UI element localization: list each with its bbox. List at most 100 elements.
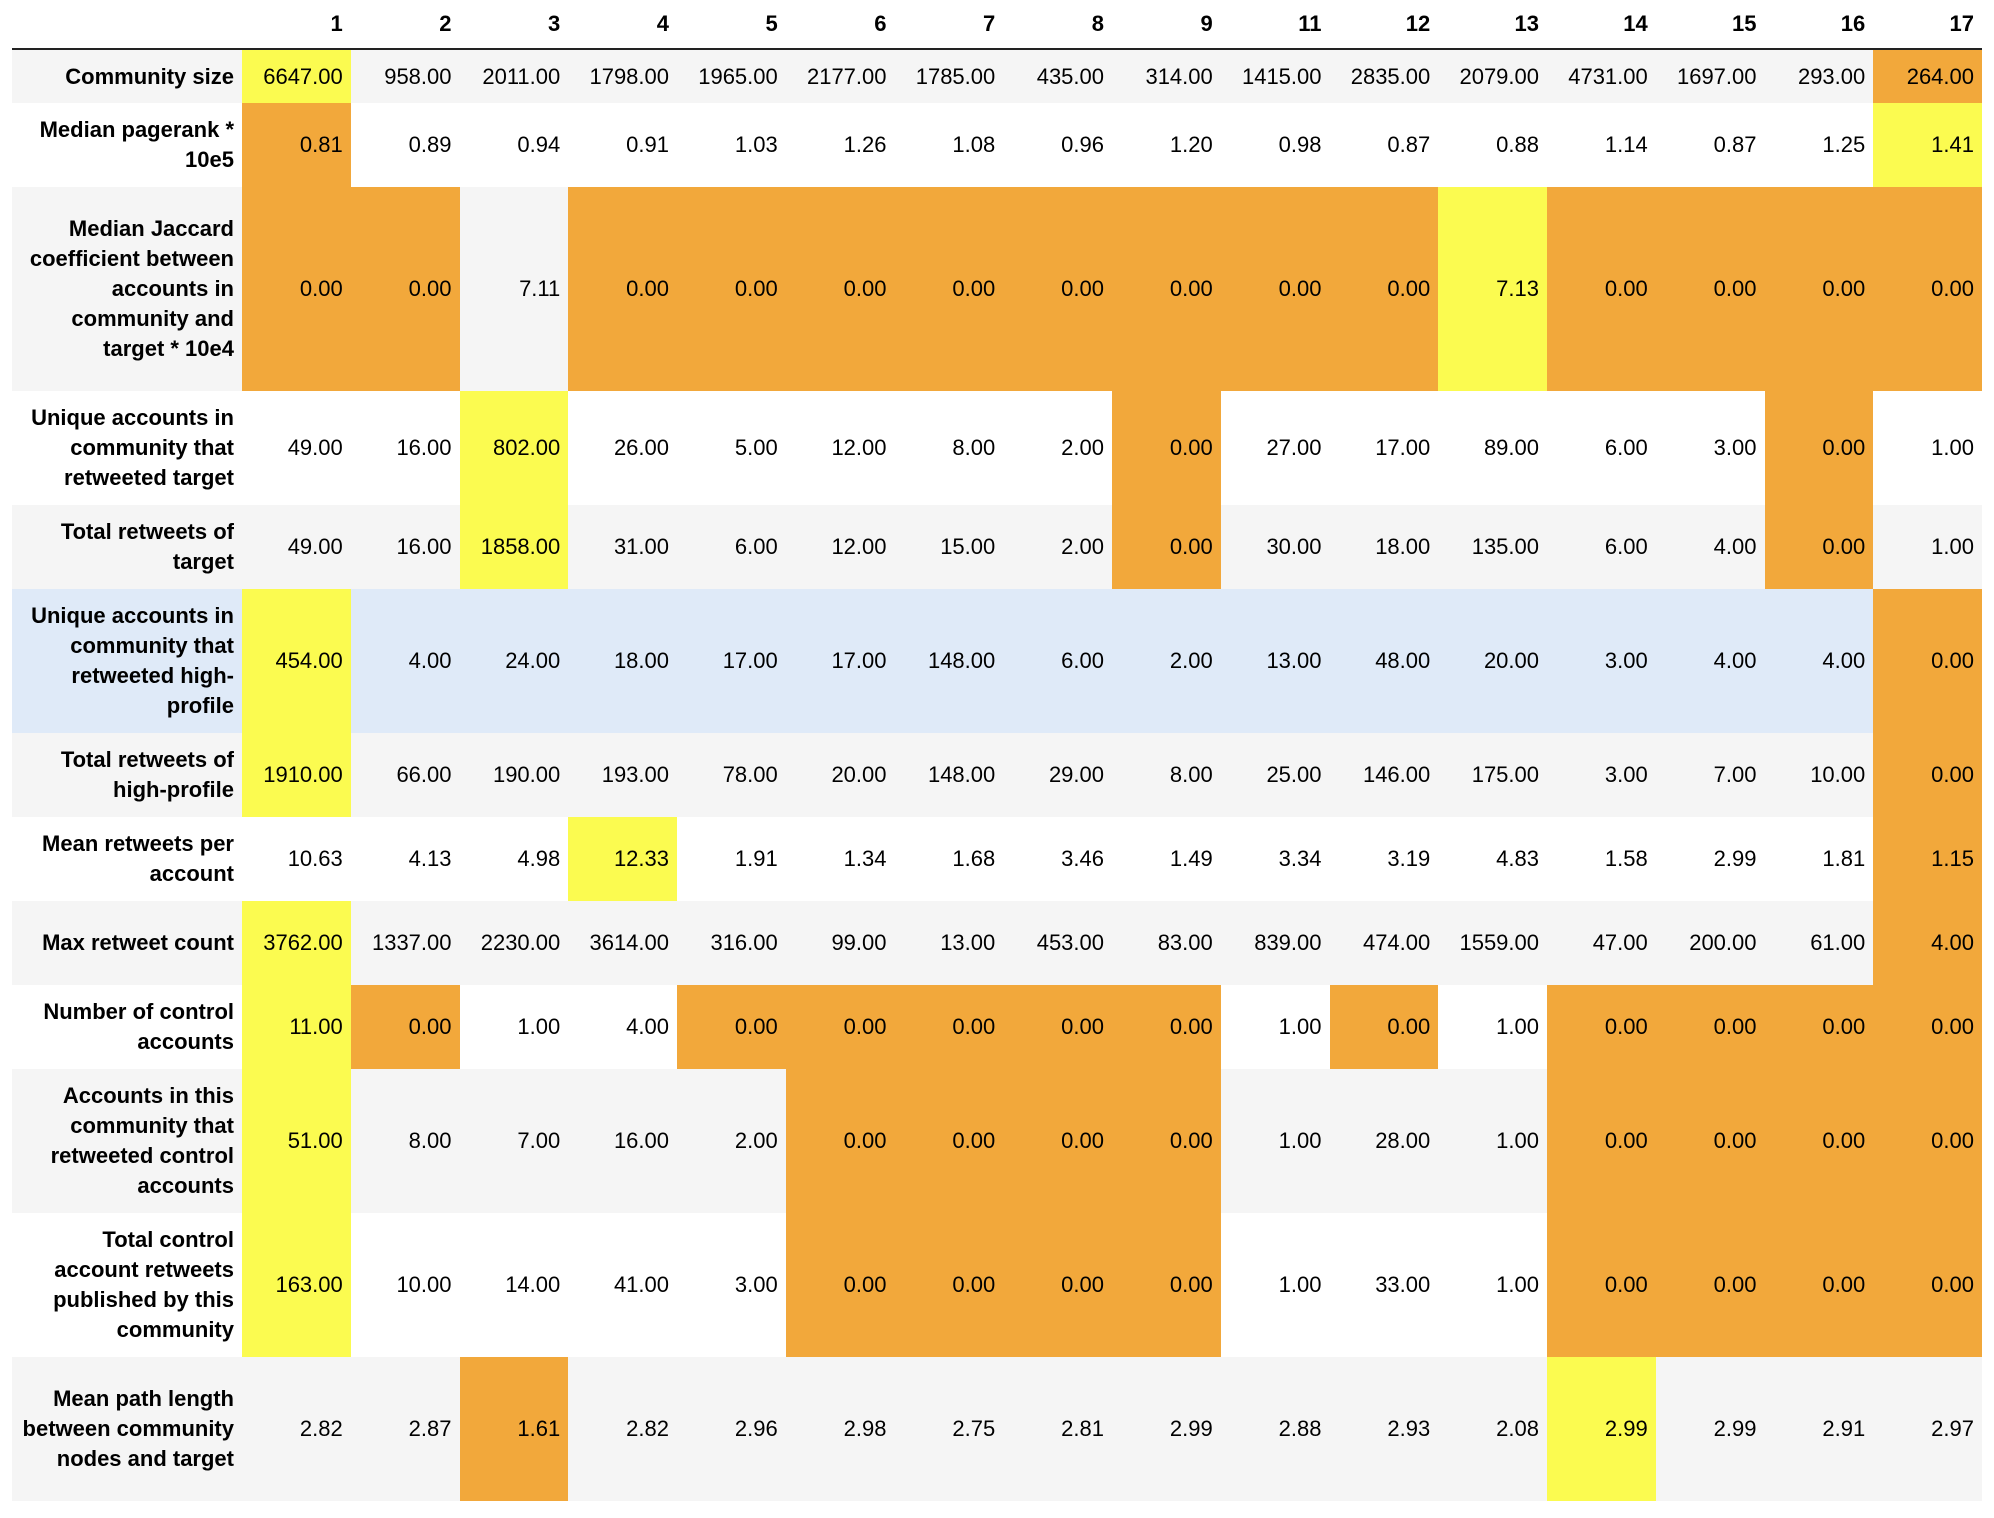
column-header: 6 [785, 0, 895, 50]
column-header: 9 [1112, 0, 1221, 50]
table-cell: 6.00 [1061, 648, 1104, 673]
table-cell: 16.00 [396, 534, 452, 559]
row-label: Unique accounts in community that retwee… [31, 405, 234, 490]
table-row: Median pagerank * 10e5 0.81 0.89 0.94 0.91 1.… [12, 103, 1982, 187]
table-cell: 51.00 [242, 1069, 351, 1213]
table-cell: 0.00 [1003, 985, 1112, 1069]
table-cell: 3.46 [1061, 846, 1104, 871]
table-cell: 474.00 [1362, 930, 1431, 955]
table-cell: 6.00 [1604, 534, 1648, 559]
table-cell: 2.00 [1061, 534, 1104, 559]
table-cell: 17.00 [831, 648, 887, 673]
row-label: Accounts in this community that retweete… [50, 1083, 234, 1198]
table-cell: 1.00 [1496, 1272, 1539, 1297]
table-cell: 20.00 [831, 762, 887, 787]
table-cell: 0.88 [1496, 132, 1539, 157]
table-cell: 0.00 [1873, 589, 1982, 733]
table-cell: 0.00 [1873, 1069, 1982, 1213]
table-cell: 1.34 [843, 846, 887, 871]
row-label: Total retweets of high-profile [60, 747, 234, 802]
table-cell: 2.00 [1169, 648, 1213, 673]
table-cell: 0.00 [1329, 985, 1439, 1069]
table-cell: 4.00 [1822, 648, 1866, 673]
table-cell: 0.00 [1547, 187, 1656, 391]
table-cell: 2.91 [1822, 1416, 1866, 1441]
table-cell: 78.00 [722, 762, 778, 787]
table-cell: 0.00 [1655, 187, 1765, 391]
table-cell: 4.00 [626, 1014, 669, 1039]
table-row: Max retweet count 3762.00 1337.00 2230.00 36… [12, 901, 1982, 985]
table-cell: 4.00 [1873, 901, 1982, 985]
table-cell: 0.00 [1112, 1213, 1221, 1357]
row-label: Mean retweets per account [42, 831, 234, 886]
table-cell: 12.00 [831, 435, 887, 460]
table-cell: 10.00 [396, 1272, 452, 1297]
table-cell: 10.63 [287, 846, 343, 871]
table-cell: 1697.00 [1676, 63, 1757, 89]
corner-cell [12, 0, 242, 50]
table-cell: 10.00 [1810, 762, 1866, 787]
table-cell: 0.96 [1061, 132, 1104, 157]
column-header: 1 [242, 0, 351, 50]
row-label: Unique accounts in community that retwee… [31, 603, 234, 718]
table-cell: 41.00 [613, 1272, 669, 1297]
table-cell: 13.00 [940, 930, 996, 955]
table-cell: 0.00 [568, 187, 677, 391]
table-cell: 3.00 [1713, 435, 1757, 460]
table-cell: 0.87 [1713, 132, 1757, 157]
table-cell: 0.00 [1764, 985, 1874, 1069]
table-cell: 3762.00 [242, 901, 351, 985]
table-cell: 3.00 [1604, 648, 1648, 673]
table-cell: 2.08 [1496, 1416, 1539, 1441]
table-cell: 0.00 [1873, 187, 1982, 391]
table-cell: 27.00 [1266, 435, 1322, 460]
table-cell: 3614.00 [589, 930, 669, 955]
table-cell: 2.93 [1387, 1416, 1431, 1441]
table-cell: 175.00 [1471, 762, 1539, 787]
table-cell: 1337.00 [371, 930, 452, 955]
table-cell: 14.00 [505, 1272, 561, 1297]
column-header: 12 [1329, 0, 1439, 50]
table-cell: 48.00 [1375, 648, 1431, 673]
column-header: 14 [1547, 0, 1656, 50]
table-cell: 2079.00 [1459, 63, 1539, 89]
table-cell: 0.00 [1764, 391, 1874, 505]
table-cell: 1.41 [1873, 103, 1982, 187]
row-label: Total control account retweets published… [53, 1227, 234, 1342]
table-cell: 0.00 [785, 1213, 895, 1357]
table-row: Community size 6647.00 958.00 2011.00 1798.0… [12, 49, 1982, 103]
table-cell: 435.00 [1036, 63, 1104, 89]
column-header: 7 [894, 0, 1004, 50]
table-cell: 1798.00 [589, 63, 669, 89]
table-cell: 89.00 [1483, 435, 1539, 460]
table-cell: 0.00 [1764, 1069, 1874, 1213]
table-cell: 0.00 [1112, 187, 1221, 391]
table-cell: 16.00 [396, 435, 452, 460]
table-cell: 1.61 [459, 1357, 569, 1501]
table-cell: 0.00 [1764, 1213, 1874, 1357]
table-cell: 26.00 [613, 435, 669, 460]
table-cell: 135.00 [1471, 534, 1539, 559]
column-header: 4 [568, 0, 677, 50]
table-cell: 25.00 [1266, 762, 1322, 787]
table-row: Total control account retweets published… [12, 1213, 1982, 1357]
table-cell: 8.00 [408, 1128, 452, 1153]
table-cell: 7.00 [517, 1128, 561, 1153]
table-cell: 2.75 [952, 1416, 996, 1441]
table-cell: 7.13 [1438, 187, 1547, 391]
table-cell: 2.00 [734, 1128, 778, 1153]
table-cell: 0.00 [1112, 505, 1221, 589]
table-cell: 0.00 [785, 985, 895, 1069]
table-cell: 12.33 [568, 817, 677, 901]
table-cell: 0.98 [1278, 132, 1322, 157]
table-cell: 0.00 [785, 1069, 895, 1213]
table-cell: 0.00 [350, 187, 460, 391]
table-cell: 0.00 [1112, 985, 1221, 1069]
table-cell: 3.00 [734, 1272, 778, 1297]
table-cell: 0.00 [1873, 733, 1982, 817]
table-cell: 17.00 [722, 648, 778, 673]
table-cell: 2.99 [1713, 1416, 1757, 1441]
table-cell: 146.00 [1362, 762, 1431, 787]
table-cell: 1.91 [734, 846, 778, 871]
table-cell: 4731.00 [1568, 63, 1648, 89]
